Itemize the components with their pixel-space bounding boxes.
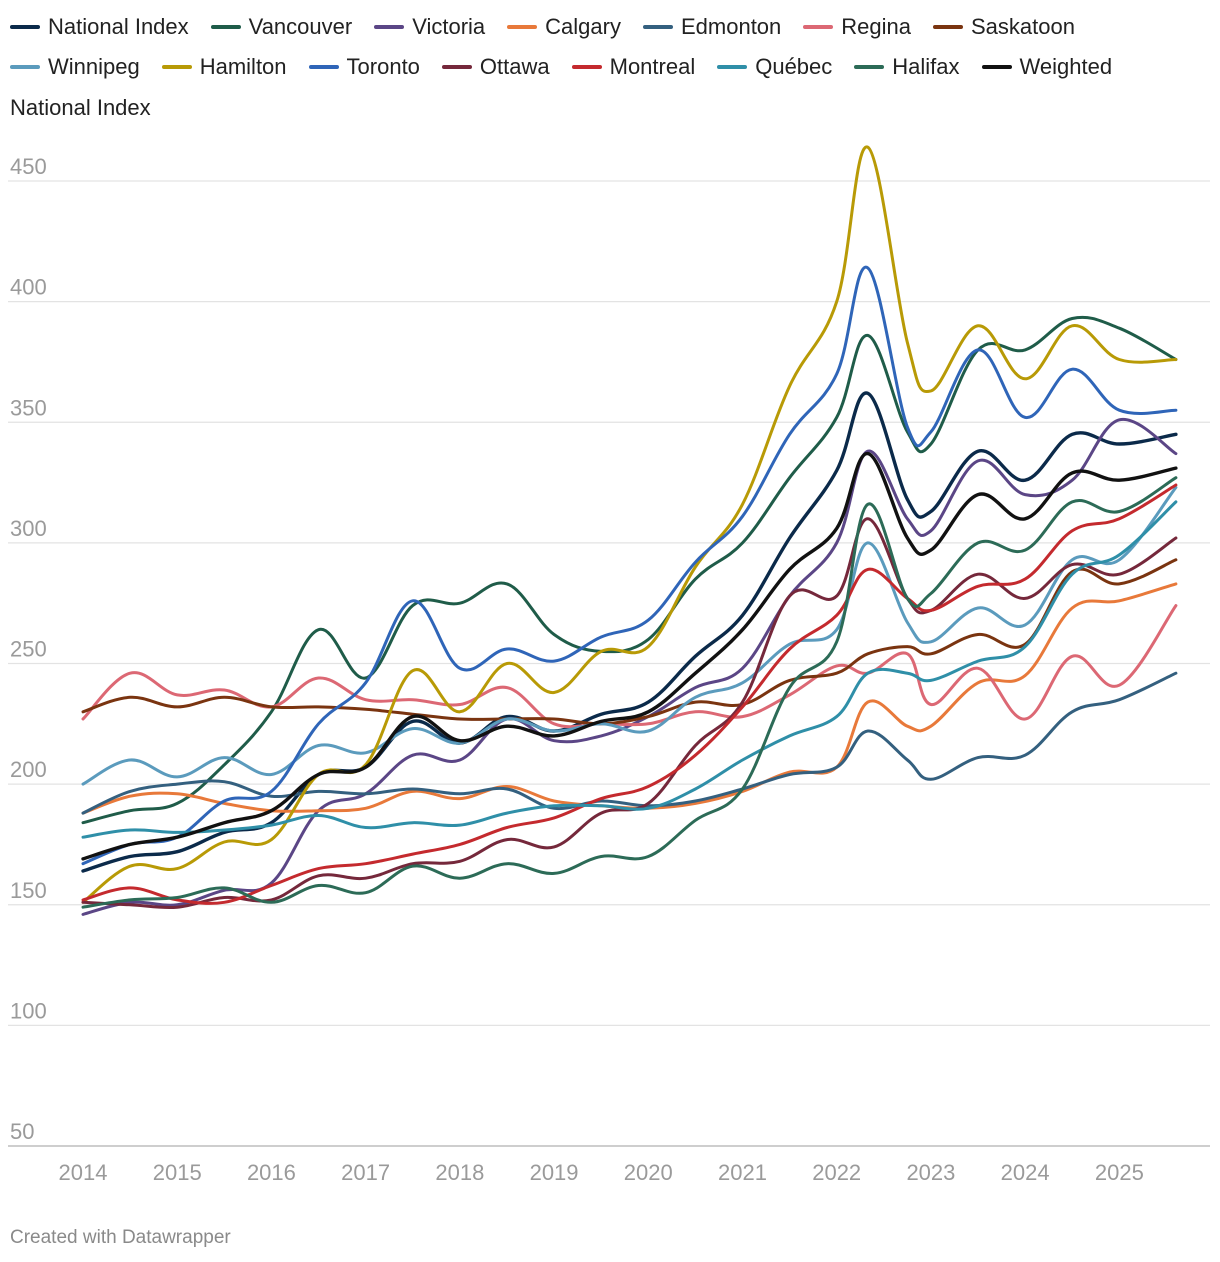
x-tick-label: 2017 xyxy=(341,1160,390,1185)
legend-label: Calgary xyxy=(545,14,621,39)
legend-label: Saskatoon xyxy=(971,14,1075,39)
x-tick-label: 2023 xyxy=(906,1160,955,1185)
x-tick-label: 2022 xyxy=(812,1160,861,1185)
legend-item: Edmonton xyxy=(642,14,782,40)
y-tick-label: 450 xyxy=(10,154,47,179)
y-tick-label: 300 xyxy=(10,516,47,541)
x-tick-label: 2025 xyxy=(1095,1160,1144,1185)
legend-swatch xyxy=(10,25,40,29)
legend-label: Victoria xyxy=(412,14,486,39)
series-line-weighted xyxy=(81,451,1178,861)
y-tick-label: 150 xyxy=(10,878,47,903)
legend-label: Edmonton xyxy=(680,14,782,39)
legend-item: Weighted xyxy=(981,54,1113,80)
legend-swatch xyxy=(507,25,538,29)
x-tick-label: 2021 xyxy=(718,1160,767,1185)
legend-label: Québec xyxy=(755,54,833,79)
legend-item: Hamilton xyxy=(161,54,287,80)
x-tick-label: 2016 xyxy=(247,1160,296,1185)
y-tick-label: 250 xyxy=(10,637,47,662)
legend-label: Winnipeg xyxy=(48,54,140,79)
x-tick-label: 2014 xyxy=(59,1160,108,1185)
legend-label: Vancouver xyxy=(248,14,353,39)
legend-swatch xyxy=(571,65,602,69)
legend-swatch xyxy=(374,25,405,29)
series-line-montreal xyxy=(81,483,1178,905)
datawrapper-credit: Created with Datawrapper xyxy=(10,1227,231,1248)
legend-label: Halifax xyxy=(892,54,960,79)
series-line-national-index xyxy=(81,391,1178,873)
y-tick-label: 50 xyxy=(10,1119,34,1144)
legend-item: Ottawa xyxy=(441,54,550,80)
legend-swatch xyxy=(642,25,673,29)
x-tick-label: 2015 xyxy=(153,1160,202,1185)
legend-swatch xyxy=(441,65,472,69)
legend-swatch xyxy=(161,65,192,69)
legend-swatch xyxy=(981,65,1012,69)
x-tick-label: 2018 xyxy=(435,1160,484,1185)
legend-swatch xyxy=(717,65,748,69)
legend-label: Montreal xyxy=(609,54,696,79)
series-line-victoria xyxy=(81,418,1178,916)
series-line-saskatoon xyxy=(81,558,1178,726)
legend-swatch xyxy=(308,65,339,69)
legend-item: Regina xyxy=(803,14,911,40)
legend-item: Victoria xyxy=(374,14,485,40)
y-tick-label: 200 xyxy=(10,757,47,782)
legend-item: Calgary xyxy=(507,14,621,40)
legend-swatch xyxy=(210,25,241,29)
legend-label: Ottawa xyxy=(479,54,550,79)
legend-label: National Index xyxy=(48,14,189,39)
x-tick-label: 2024 xyxy=(1001,1160,1050,1185)
series-line-qu-bec xyxy=(81,500,1178,839)
legend-label: Toronto xyxy=(346,54,420,79)
legend-swatch xyxy=(933,25,963,29)
x-tick-label: 2019 xyxy=(530,1160,579,1185)
series-line-hamilton xyxy=(81,145,1178,904)
legend-label: Hamilton xyxy=(199,54,287,79)
legend-item: Saskatoon xyxy=(933,14,1075,40)
legend-item: Winnipeg xyxy=(10,54,140,80)
x-tick-label: 2020 xyxy=(624,1160,673,1185)
series-line-winnipeg xyxy=(81,485,1178,786)
y-tick-label: 400 xyxy=(10,275,47,300)
series-line-toronto xyxy=(81,265,1178,866)
legend-item: Vancouver xyxy=(210,14,353,40)
legend-item: Halifax xyxy=(854,54,960,80)
legend-item: Toronto xyxy=(308,54,420,80)
legend-swatch xyxy=(10,65,40,69)
legend-item: National Index xyxy=(10,14,189,40)
y-tick-label: 100 xyxy=(10,998,47,1023)
legend-label: Regina xyxy=(841,14,911,39)
legend-swatch xyxy=(803,25,834,29)
chart-legend: National Index Vancouver Victoria Calgary Ed… xyxy=(10,14,1210,80)
series-line-edmonton xyxy=(81,671,1178,815)
legend-swatch xyxy=(854,65,885,69)
series-line-vancouver xyxy=(81,315,1178,825)
chart-title: National Index xyxy=(10,95,151,120)
y-tick-label: 350 xyxy=(10,395,47,420)
series-line-ottawa xyxy=(81,517,1178,910)
legend-label: Weighted xyxy=(1019,54,1113,79)
legend-item: Québec xyxy=(717,54,832,80)
series-line-halifax xyxy=(81,476,1178,909)
legend-item: Montreal xyxy=(571,54,696,80)
